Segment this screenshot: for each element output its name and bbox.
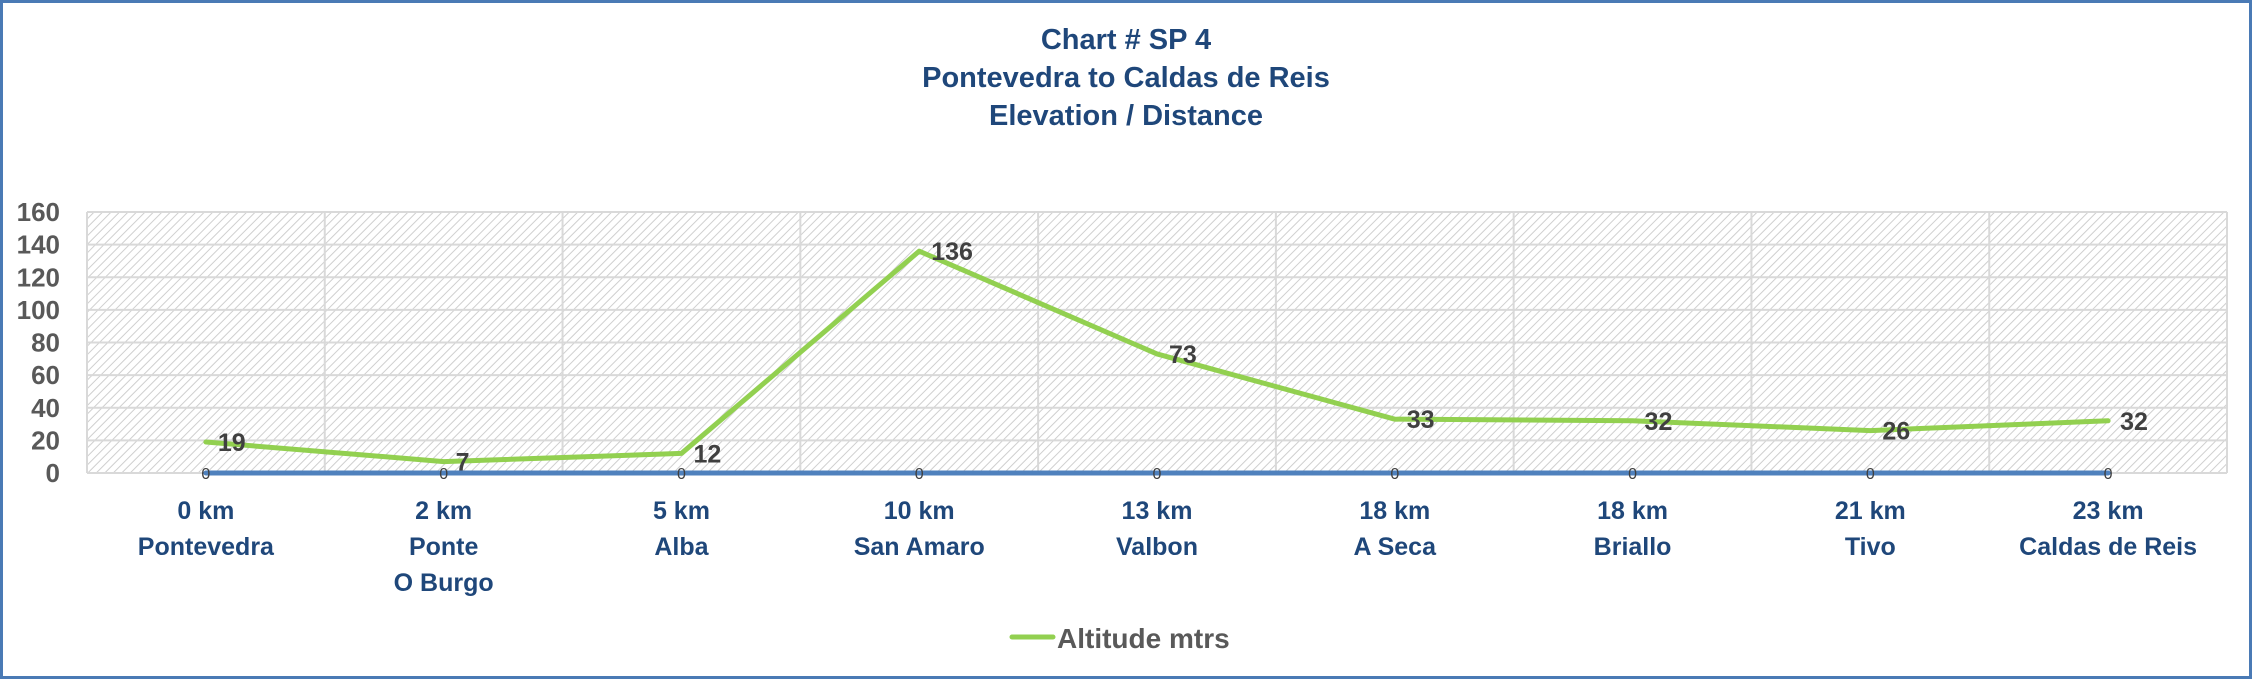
- data-label: 12: [693, 440, 721, 468]
- zero-data-label: 0: [1628, 466, 1637, 483]
- x-tick-label: Tivo: [1845, 533, 1896, 561]
- chart-title-line-3: Elevation / Distance: [989, 100, 1263, 132]
- zero-data-label: 0: [1390, 466, 1399, 483]
- legend[interactable]: Altitude mtrs: [1009, 623, 1230, 654]
- x-tick-label: Alba: [654, 533, 709, 561]
- data-label: 7: [456, 449, 470, 477]
- x-tick-label: 18 km: [1359, 497, 1430, 525]
- x-tick-label: Pontevedra: [138, 533, 275, 561]
- x-tick-label: Briallo: [1594, 533, 1672, 561]
- y-tick-label: 60: [31, 360, 60, 390]
- x-tick-label: 5 km: [653, 497, 710, 525]
- x-tick-label: 23 km: [2073, 497, 2144, 525]
- altitude-line[interactable]: [203, 248, 2111, 465]
- zero-data-label: 0: [677, 466, 686, 483]
- data-labels: 19 7 12 136 73 33 32 26 32 0 0 0 0 0 0 0 0 0: [201, 238, 2147, 483]
- data-label: 73: [1169, 341, 1197, 369]
- y-tick-label: 140: [17, 230, 60, 260]
- data-label: 136: [931, 238, 973, 266]
- series-lines: [203, 248, 2111, 476]
- y-tick-label: 80: [31, 328, 60, 358]
- chart-title-line-1: Chart # SP 4: [1040, 24, 1212, 56]
- data-label: 33: [1407, 406, 1435, 434]
- x-tick-label: A Seca: [1354, 533, 1438, 561]
- zero-data-label: 0: [915, 466, 924, 483]
- zero-data-label: 0: [201, 466, 210, 483]
- y-tick-label: 0: [46, 458, 60, 488]
- data-label: 32: [2120, 408, 2148, 436]
- x-axis: 0 km Pontevedra 2 km Ponte O Burgo 5 km Alba 10…: [138, 497, 2197, 597]
- x-tick-label: 10 km: [884, 497, 955, 525]
- x-tick-label: 13 km: [1122, 497, 1193, 525]
- legend-label: Altitude mtrs: [1057, 623, 1230, 654]
- zero-data-label: 0: [439, 466, 448, 483]
- x-tick-label: San Amaro: [854, 533, 985, 561]
- y-tick-label: 20: [31, 425, 60, 455]
- x-tick-label: O Burgo: [394, 569, 494, 597]
- x-tick-label: 18 km: [1597, 497, 1668, 525]
- data-label: 19: [218, 429, 246, 457]
- data-label: 26: [1882, 418, 1910, 446]
- x-tick-label: 0 km: [177, 497, 234, 525]
- y-tick-label: 120: [17, 262, 60, 292]
- x-tick-label: Ponte: [409, 533, 479, 561]
- x-tick-label: Valbon: [1116, 533, 1198, 561]
- y-tick-label: 100: [17, 295, 60, 325]
- y-tick-label: 160: [17, 197, 60, 227]
- data-label: 32: [1645, 408, 1673, 436]
- chart-title-line-2: Pontevedra to Caldas de Reis: [922, 62, 1330, 94]
- zero-data-label: 0: [1866, 466, 1875, 483]
- x-tick-label: 2 km: [415, 497, 472, 525]
- zero-data-label: 0: [2104, 466, 2113, 483]
- y-tick-label: 40: [31, 393, 60, 423]
- x-tick-label: 21 km: [1835, 497, 1906, 525]
- zero-data-label: 0: [1153, 466, 1162, 483]
- x-tick-label: Caldas de Reis: [2019, 533, 2197, 561]
